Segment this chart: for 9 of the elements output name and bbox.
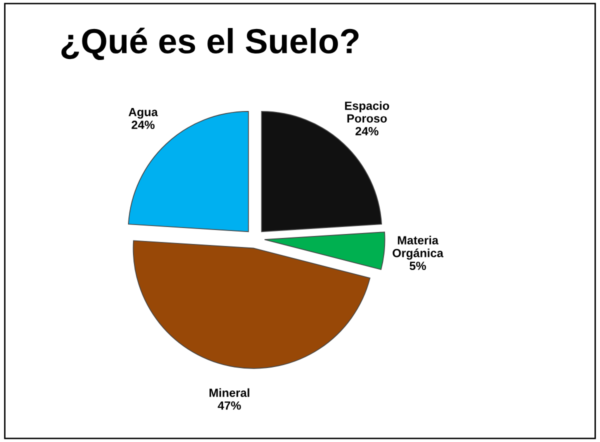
slice-label: Mineral [210,388,250,397]
data-label: 24% [356,127,378,136]
slice-label: Espacio Poroso [345,101,390,123]
chart-title: ¿Qué es el Suelo? [61,28,359,60]
data-label: 24% [132,120,155,129]
data-label: 47% [218,401,241,410]
slice-label: Materia Orgánica [392,236,444,260]
data-label: 5% [410,262,426,270]
slice-label: Agua [128,108,158,119]
